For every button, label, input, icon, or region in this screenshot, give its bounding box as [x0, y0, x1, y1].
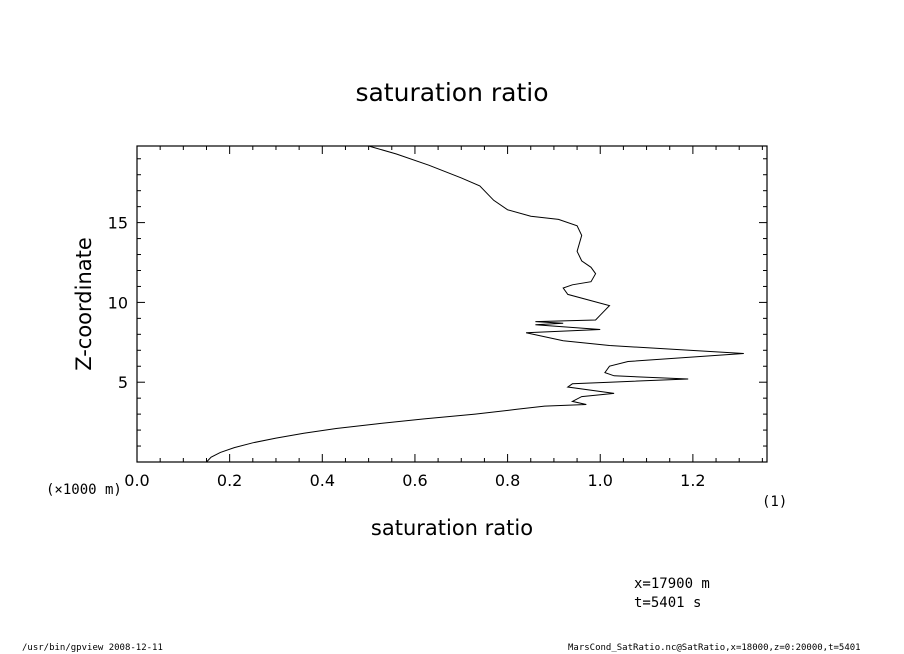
x-tick-label: 0.0 — [124, 471, 149, 490]
info-x-position: x=17900 m — [634, 576, 710, 592]
chart-title: saturation ratio — [355, 78, 549, 107]
y-tick-label: 5 — [118, 373, 128, 392]
x-tick-label: 0.8 — [495, 471, 520, 490]
y-tick-label: 10 — [108, 293, 128, 312]
x-unit-note: (1) — [762, 494, 788, 510]
x-tick-label: 1.2 — [680, 471, 705, 490]
info-time: t=5401 s — [634, 595, 702, 611]
footer-program-date: /usr/bin/gpview 2008-12-11 — [22, 643, 163, 653]
plot-frame — [136, 145, 768, 463]
series-line — [206, 145, 744, 463]
x-tick-label: 0.2 — [217, 471, 242, 490]
x-tick-label: 1.0 — [588, 471, 613, 490]
x-tick-label: 0.4 — [310, 471, 335, 490]
x-axis-label: saturation ratio — [370, 516, 534, 540]
x-tick-label: 0.6 — [402, 471, 427, 490]
y-tick-label: 15 — [108, 214, 128, 233]
y-unit-note: (×1000 m) — [46, 482, 122, 498]
footer-data-source: MarsCond_SatRatio.nc@SatRatio,x=18000,z=… — [568, 643, 861, 653]
